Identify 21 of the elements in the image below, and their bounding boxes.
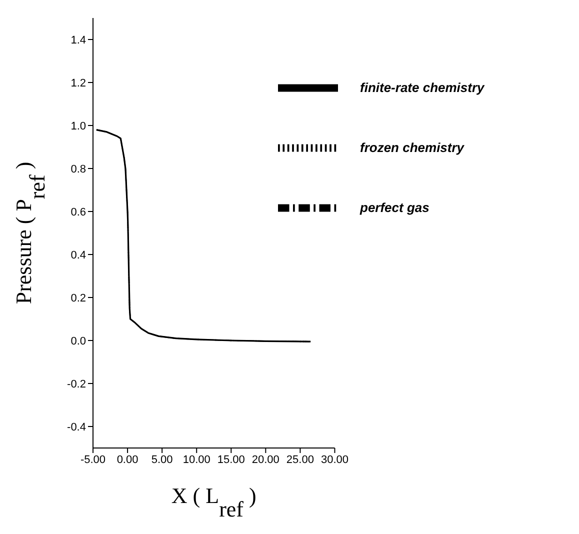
x-tick-label: 0.00: [116, 454, 138, 466]
y-tick-label: 0.6: [70, 206, 86, 218]
x-tick-label: -5.00: [80, 454, 106, 466]
legend-label: frozen chemistry: [360, 140, 464, 155]
y-tick-label: 0.0: [70, 335, 86, 348]
legend-label: finite-rate chemistry: [360, 80, 484, 95]
y-tick-label: 1.2: [70, 77, 86, 90]
x-tick-label: 5.00: [151, 454, 173, 466]
legend-label: perfect gas: [360, 200, 430, 215]
x-tick-label: 25.00: [286, 454, 314, 466]
x-tick-label: 15.00: [217, 454, 245, 466]
y-tick-label: 1.0: [70, 120, 86, 132]
x-tick-label: 30.00: [320, 454, 348, 466]
x-tick-label: 20.00: [252, 454, 280, 466]
y-tick-label: 0.4: [70, 249, 86, 262]
y-tick-label: 1.4: [70, 34, 86, 46]
y-tick-label: -0.2: [67, 378, 86, 390]
y-tick-label: -0.4: [67, 421, 86, 434]
y-tick-label: 0.8: [70, 163, 86, 176]
x-tick-label: 10.00: [182, 454, 210, 466]
y-tick-label: 0.2: [70, 292, 86, 304]
